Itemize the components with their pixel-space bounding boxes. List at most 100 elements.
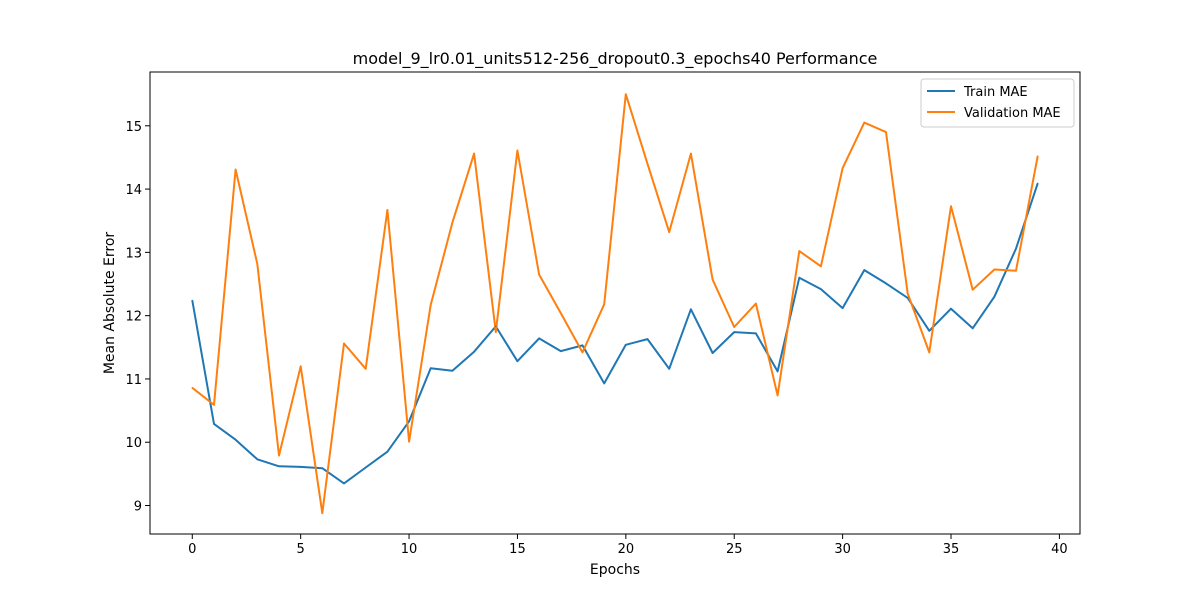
data-point-validation-mae bbox=[191, 387, 194, 389]
x-tick-label: 0 bbox=[188, 542, 196, 557]
data-point-validation-mae bbox=[820, 265, 822, 268]
data-point-train-mae bbox=[798, 276, 801, 279]
y-tick-label: 14 bbox=[125, 183, 142, 198]
data-point-validation-mae bbox=[603, 303, 605, 306]
data-point-train-mae bbox=[906, 297, 909, 299]
data-point-train-mae bbox=[495, 325, 497, 328]
data-point-train-mae bbox=[256, 458, 259, 461]
data-point-validation-mae bbox=[473, 152, 475, 155]
x-tick-label: 15 bbox=[509, 542, 526, 557]
series-line-validation-mae bbox=[191, 93, 1039, 515]
data-point-train-mae bbox=[191, 299, 194, 302]
x-axis-label: Epochs bbox=[590, 562, 640, 578]
data-point-train-mae bbox=[516, 360, 519, 363]
data-point-validation-mae bbox=[798, 250, 801, 252]
series-line-train-mae bbox=[191, 183, 1039, 485]
data-point-train-mae bbox=[321, 467, 324, 470]
data-point-validation-mae bbox=[993, 268, 996, 271]
y-axis-label: Mean Absolute Error bbox=[102, 232, 118, 375]
data-point-validation-mae bbox=[690, 152, 692, 155]
x-axis: 0 5 10 15 20 25 30 35 40 bbox=[188, 534, 1068, 557]
plot-background bbox=[150, 72, 1080, 534]
data-point-train-mae bbox=[841, 307, 844, 309]
chart-title: model_9_lr0.01_units512-256_dropout0.3_e… bbox=[353, 49, 878, 69]
plot-frame bbox=[149, 71, 1081, 535]
x-tick-label: 10 bbox=[401, 542, 418, 557]
data-point-validation-mae bbox=[256, 263, 259, 265]
data-point-validation-mae bbox=[495, 331, 497, 333]
data-point-train-mae bbox=[776, 370, 779, 373]
y-tick-label: 11 bbox=[125, 373, 142, 388]
data-point-train-mae bbox=[993, 295, 996, 298]
data-point-validation-mae bbox=[841, 167, 844, 169]
data-point-validation-mae bbox=[928, 351, 931, 354]
data-point-validation-mae bbox=[213, 404, 215, 406]
y-tick-label: 12 bbox=[125, 310, 142, 325]
y-tick-label: 15 bbox=[125, 120, 142, 135]
data-point-validation-mae bbox=[343, 342, 345, 345]
series-lines bbox=[191, 93, 1039, 515]
data-point-validation-mae bbox=[625, 93, 627, 95]
data-point-validation-mae bbox=[906, 292, 909, 295]
data-point-train-mae bbox=[278, 465, 280, 468]
data-point-validation-mae bbox=[646, 163, 649, 165]
legend-label-train-mae: Train MAE bbox=[963, 85, 1028, 100]
data-point-train-mae bbox=[429, 367, 432, 370]
data-point-train-mae bbox=[603, 382, 605, 385]
data-point-train-mae bbox=[950, 307, 952, 310]
data-point-train-mae bbox=[299, 466, 302, 468]
y-tick-label: 10 bbox=[125, 436, 142, 451]
data-point-train-mae bbox=[668, 368, 670, 370]
data-point-validation-mae bbox=[278, 454, 280, 457]
plot-area bbox=[149, 71, 1081, 535]
data-point-validation-mae bbox=[711, 278, 714, 281]
data-point-train-mae bbox=[646, 338, 649, 340]
data-point-train-mae bbox=[538, 337, 540, 340]
y-axis: 9 10 11 12 13 14 15 bbox=[125, 120, 150, 515]
data-point-train-mae bbox=[386, 450, 389, 453]
data-point-validation-mae bbox=[1036, 155, 1039, 157]
data-point-train-mae bbox=[343, 482, 345, 485]
data-point-validation-mae bbox=[885, 131, 887, 133]
x-tick-label: 20 bbox=[618, 542, 635, 557]
data-point-validation-mae bbox=[581, 351, 584, 354]
y-tick-label: 9 bbox=[134, 500, 142, 515]
data-point-validation-mae bbox=[560, 312, 562, 314]
data-point-validation-mae bbox=[538, 273, 540, 276]
data-point-train-mae bbox=[581, 344, 584, 347]
data-point-train-mae bbox=[364, 466, 367, 469]
legend-label-validation-mae: Validation MAE bbox=[964, 106, 1061, 121]
data-point-train-mae bbox=[690, 308, 692, 311]
data-point-validation-mae bbox=[733, 326, 735, 328]
data-point-validation-mae bbox=[364, 368, 367, 370]
data-point-validation-mae bbox=[386, 209, 389, 211]
data-point-validation-mae bbox=[776, 394, 779, 397]
x-tick-label: 30 bbox=[834, 542, 851, 557]
data-point-train-mae bbox=[711, 352, 714, 354]
data-point-train-mae bbox=[451, 369, 454, 372]
y-tick-label: 13 bbox=[125, 246, 142, 261]
data-point-train-mae bbox=[560, 350, 562, 352]
data-point-validation-mae bbox=[321, 512, 324, 514]
data-point-train-mae bbox=[928, 330, 931, 332]
data-point-train-mae bbox=[234, 438, 237, 441]
series-points bbox=[191, 93, 1039, 514]
data-point-validation-mae bbox=[863, 121, 866, 124]
data-point-validation-mae bbox=[429, 304, 432, 306]
data-point-validation-mae bbox=[971, 288, 974, 291]
data-point-train-mae bbox=[863, 269, 866, 271]
data-point-validation-mae bbox=[234, 168, 237, 171]
data-point-validation-mae bbox=[668, 231, 670, 233]
data-point-train-mae bbox=[473, 350, 475, 353]
data-point-train-mae bbox=[820, 288, 822, 290]
legend: Train MAE Validation MAE bbox=[920, 78, 1075, 128]
data-point-train-mae bbox=[625, 344, 627, 346]
data-point-validation-mae bbox=[451, 221, 454, 224]
data-point-validation-mae bbox=[1015, 269, 1017, 272]
x-tick-label: 25 bbox=[726, 542, 743, 557]
data-point-train-mae bbox=[213, 423, 215, 425]
data-point-validation-mae bbox=[299, 365, 302, 368]
data-point-train-mae bbox=[733, 331, 735, 333]
data-point-train-mae bbox=[885, 282, 887, 285]
